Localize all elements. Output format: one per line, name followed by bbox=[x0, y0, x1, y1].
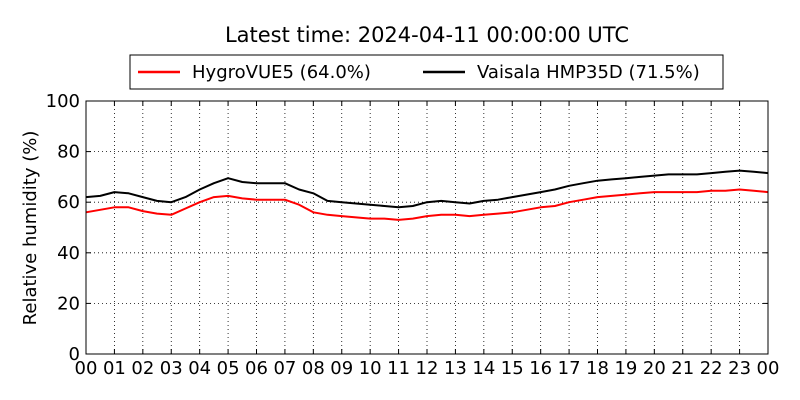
x-tick-label: 20 bbox=[643, 358, 666, 379]
grid bbox=[85, 100, 769, 355]
x-tick-label: 04 bbox=[188, 358, 211, 379]
x-tick-label: 15 bbox=[501, 358, 524, 379]
x-tick-label: 14 bbox=[472, 358, 495, 379]
legend-label-vaisala: Vaisala HMP35D (71.5%) bbox=[477, 62, 700, 83]
x-tick-label: 08 bbox=[302, 358, 325, 379]
legend: HygroVUE5 (64.0%) Vaisala HMP35D (71.5%) bbox=[129, 54, 724, 90]
x-tick-label: 21 bbox=[671, 358, 694, 379]
x-tick-label: 05 bbox=[217, 358, 240, 379]
x-tick-label: 01 bbox=[103, 358, 126, 379]
series-line-1 bbox=[85, 169, 769, 209]
ticks: 00 01 02 03 04 05 06 07 08 09 10 11 12 13 14 15 16 17 18 19… bbox=[46, 91, 780, 379]
y-tick-label: 40 bbox=[57, 243, 80, 264]
x-tick-label: 11 bbox=[387, 358, 410, 379]
x-tick-label: 18 bbox=[586, 358, 609, 379]
series-line-0 bbox=[85, 188, 769, 221]
x-tick-label: 13 bbox=[444, 358, 467, 379]
y-axis-label: Relative humidity (%) bbox=[20, 131, 41, 326]
x-tick-label: 19 bbox=[614, 358, 637, 379]
x-tick-label: 00 bbox=[75, 358, 98, 379]
x-tick-label: 07 bbox=[273, 358, 296, 379]
x-tick-label: 10 bbox=[359, 358, 382, 379]
y-tick-label: 60 bbox=[57, 192, 80, 213]
x-tick-label: 09 bbox=[330, 358, 353, 379]
x-tick-label: 02 bbox=[131, 358, 154, 379]
x-tick-label: 22 bbox=[700, 358, 723, 379]
x-tick-label: 06 bbox=[245, 358, 268, 379]
x-tick-label: 17 bbox=[558, 358, 581, 379]
x-tick-label: 00 bbox=[757, 358, 780, 379]
y-tick-label: 0 bbox=[69, 344, 80, 365]
y-tick-label: 100 bbox=[46, 91, 80, 112]
y-tick-label: 20 bbox=[57, 293, 80, 314]
x-tick-label: 23 bbox=[728, 358, 751, 379]
series-lines bbox=[85, 169, 769, 221]
legend-label-hygrovue5: HygroVUE5 (64.0%) bbox=[192, 62, 371, 83]
x-tick-label: 12 bbox=[416, 358, 439, 379]
y-tick-label: 80 bbox=[57, 142, 80, 163]
x-tick-label: 16 bbox=[529, 358, 552, 379]
x-tick-label: 03 bbox=[160, 358, 183, 379]
chart-title: Latest time: 2024-04-11 00:00:00 UTC bbox=[225, 23, 629, 47]
plot-frame bbox=[85, 100, 769, 355]
